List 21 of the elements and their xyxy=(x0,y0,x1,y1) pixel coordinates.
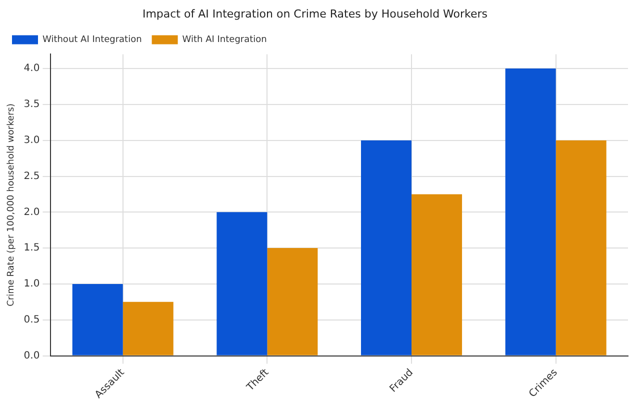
y-tick-label: 1.5 xyxy=(24,242,40,254)
y-tick-label: 3.5 xyxy=(24,99,40,110)
bar xyxy=(505,68,556,356)
bar xyxy=(556,140,606,356)
y-tick-label: 2.0 xyxy=(24,206,40,218)
y-tick-label: 3.0 xyxy=(24,134,40,146)
bar xyxy=(361,140,412,356)
bar xyxy=(72,284,123,356)
y-tick-label: 0.5 xyxy=(24,314,40,326)
bar xyxy=(216,212,268,356)
y-tick-label: 4.0 xyxy=(24,63,40,74)
legend-label: With AI Integration xyxy=(182,35,267,46)
y-tick-label: 2.5 xyxy=(24,170,40,182)
legend-label: Without AI Integration xyxy=(42,35,142,46)
y-axis-title: Crime Rate (per 100,000 household workers) xyxy=(6,104,17,306)
y-tick-label: 0.0 xyxy=(24,350,40,362)
bar xyxy=(412,194,462,356)
bar xyxy=(122,302,174,356)
y-tick-label: 1.0 xyxy=(24,278,40,290)
chart-title: Impact of AI Integration on Crime Rates by Household Workers xyxy=(142,7,488,20)
bar xyxy=(267,248,318,356)
